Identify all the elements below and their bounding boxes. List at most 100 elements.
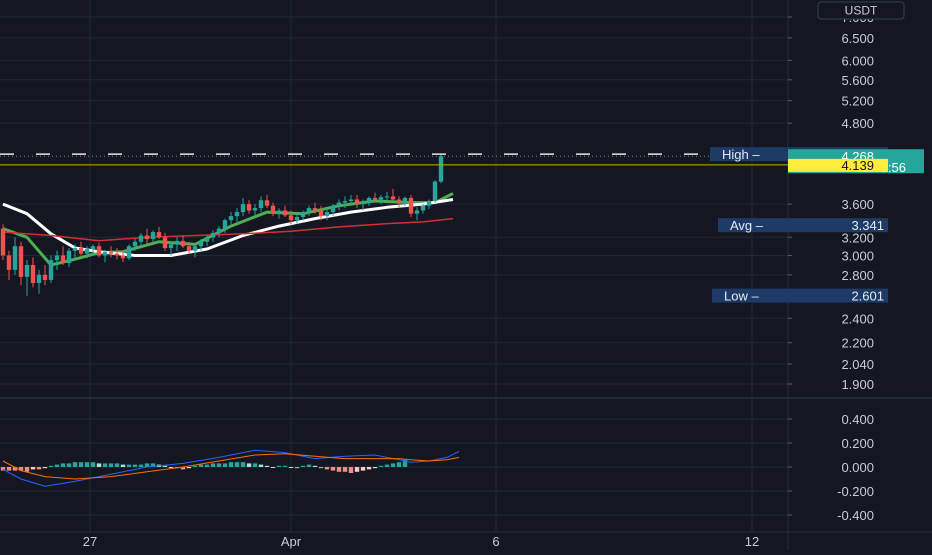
macd-histogram-bar (150, 463, 156, 467)
macd-histogram-bar (102, 463, 108, 467)
candle-body (12, 246, 18, 270)
candle-body (366, 197, 372, 203)
macd-histogram-bar (252, 463, 258, 467)
price-tag-label: Low – (724, 289, 759, 304)
candle-body (84, 248, 90, 254)
macd-histogram-bar (120, 464, 126, 467)
macd-histogram-bar (198, 464, 204, 467)
candle-body (132, 241, 138, 247)
macd-tick-label: -0.400 (837, 508, 874, 523)
candle-body (288, 215, 294, 221)
candle-body (150, 232, 156, 240)
candle-body (228, 216, 234, 221)
candle-body (420, 205, 426, 211)
candle-body (252, 208, 258, 211)
price-tick-label: 2.200 (841, 336, 874, 351)
macd-histogram-bar (78, 462, 84, 467)
prev-close-box (788, 158, 888, 172)
candle-body (144, 235, 150, 240)
candle-body (354, 199, 360, 205)
macd-histogram-bar (360, 467, 366, 471)
macd-histogram-bar (126, 464, 132, 467)
candle-body (78, 248, 84, 254)
price-tag-label: High – (722, 147, 760, 162)
candle-body (60, 255, 66, 264)
price-tick-label: 5.600 (841, 73, 874, 88)
macd-tick-label: 0.000 (841, 460, 874, 475)
price-axis[interactable]: 7.0006.5006.0005.6005.2004.8003.6003.200… (788, 10, 874, 523)
macd-histogram-bar (138, 464, 144, 467)
price-tick-label: 2.040 (841, 357, 874, 372)
price-tick-label: 3.000 (841, 248, 874, 263)
macd-histogram-bar (222, 463, 228, 467)
macd-histogram-bar (336, 467, 342, 472)
macd-histogram-bar (108, 463, 114, 467)
candle-body (360, 202, 366, 205)
candle-body (6, 255, 12, 270)
candle-body (216, 228, 222, 233)
macd-histogram-bar (84, 462, 90, 467)
candle-body (192, 246, 198, 251)
price-tag-value: 3.341 (851, 218, 884, 233)
macd-histogram-bar (180, 467, 186, 470)
macd-histogram-bar (18, 467, 24, 471)
candle-body (282, 210, 288, 216)
prev-close-value: 4.139 (841, 158, 874, 173)
candle-body (324, 212, 330, 217)
candle-body (312, 208, 318, 211)
macd-histogram-bar (240, 462, 246, 467)
macd-histogram-bar (144, 463, 150, 467)
macd-histogram-bar (162, 465, 168, 467)
candle-body (408, 197, 414, 214)
candle-body (18, 246, 24, 277)
candle-body (102, 251, 108, 256)
time-axis[interactable]: 27 Apr 6 12 (83, 534, 759, 549)
signal-line (2, 453, 460, 480)
candle-body (294, 216, 300, 221)
candle-body (54, 255, 60, 261)
candle-body (210, 232, 216, 238)
currency-selector[interactable]: USDT (817, 1, 905, 20)
macd-histogram-bar (6, 467, 12, 471)
candle-body (414, 210, 420, 214)
candle-body (174, 240, 180, 245)
candle-body (120, 255, 126, 259)
macd-histogram-bar (228, 462, 234, 467)
macd-histogram-bar (318, 467, 324, 469)
time-tick-label: 27 (83, 534, 97, 549)
macd-histogram-bar (246, 463, 252, 467)
time-tick-label: 12 (745, 534, 759, 549)
macd-histogram-bar (306, 464, 312, 467)
moving-average-white (2, 198, 454, 257)
macd-histogram-bar (378, 465, 384, 467)
candle-body (66, 250, 72, 264)
candlestick-series (0, 154, 444, 296)
macd-histogram-bar (60, 463, 66, 467)
candle-body (24, 264, 30, 277)
candle-body (204, 237, 210, 242)
candle-body (36, 274, 42, 284)
time-tick-label: Apr (281, 534, 302, 549)
candle-body (372, 197, 378, 200)
candle-body (240, 204, 246, 213)
candle-body (342, 201, 348, 203)
price-tick-label: 6.000 (841, 53, 874, 68)
candle-body (384, 196, 390, 198)
macd-histogram-bar (36, 467, 42, 470)
macd-indicator (0, 449, 460, 487)
price-tick-label: 1.900 (841, 377, 874, 392)
macd-histogram-bar (132, 464, 138, 467)
candle-body (264, 200, 270, 206)
candle-body (336, 202, 342, 206)
candle-body (42, 274, 48, 280)
candle-body (300, 212, 306, 217)
macd-histogram-bar (96, 463, 102, 467)
price-tick-label: 3.600 (841, 197, 874, 212)
candle-body (258, 200, 264, 209)
price-tick-label: 2.400 (841, 311, 874, 326)
candle-body (168, 244, 174, 249)
candle-body (108, 251, 114, 254)
